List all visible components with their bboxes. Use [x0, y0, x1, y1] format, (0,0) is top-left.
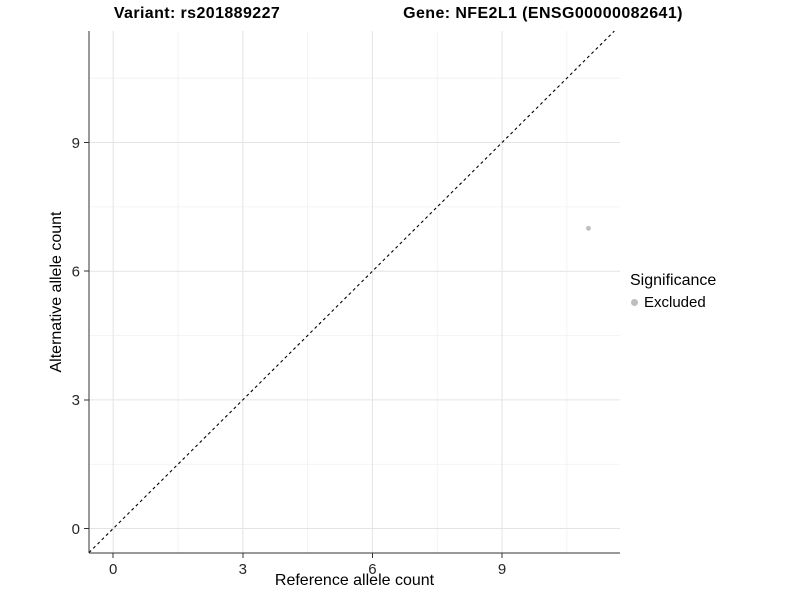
grid-major: [89, 31, 620, 553]
y-tick-label: 3: [72, 392, 80, 409]
x-tick-label: 3: [239, 561, 247, 578]
legend-item-label: Excluded: [644, 294, 706, 311]
legend-item-excluded: Excluded: [630, 294, 716, 311]
plot-title-gene: Gene: NFE2L1 (ENSG00000082641): [403, 5, 683, 22]
data-point: [586, 225, 591, 231]
axis-lines: [88, 31, 620, 554]
identity-line: [88, 30, 615, 553]
plot-area: 0 3 6 9 0 3 6 9: [72, 30, 620, 578]
x-axis-title: Reference allele count: [274, 572, 435, 589]
y-tick-label: 6: [72, 263, 80, 280]
plot-title-variant: Variant: rs201889227: [113, 5, 281, 22]
y-tick-label: 9: [72, 135, 80, 152]
y-axis-title: Alternative allele count: [48, 211, 65, 373]
axis-tick-labels: 0 3 6 9 0 3 6 9: [72, 135, 507, 578]
y-tick-label: 0: [72, 521, 80, 538]
x-tick-label: 6: [368, 561, 376, 578]
grid-minor: [89, 31, 620, 553]
legend-key-dot-icon: [631, 299, 638, 306]
legend-items: Excluded: [630, 294, 716, 311]
x-tick-label: 0: [109, 561, 117, 578]
identity-dashed-line: [88, 30, 615, 553]
data-points: [586, 225, 591, 231]
legend-title: Significance: [630, 272, 717, 289]
axis-ticks: [84, 142, 503, 558]
x-tick-label: 9: [498, 561, 506, 578]
legend: Significance Excluded: [630, 272, 716, 311]
